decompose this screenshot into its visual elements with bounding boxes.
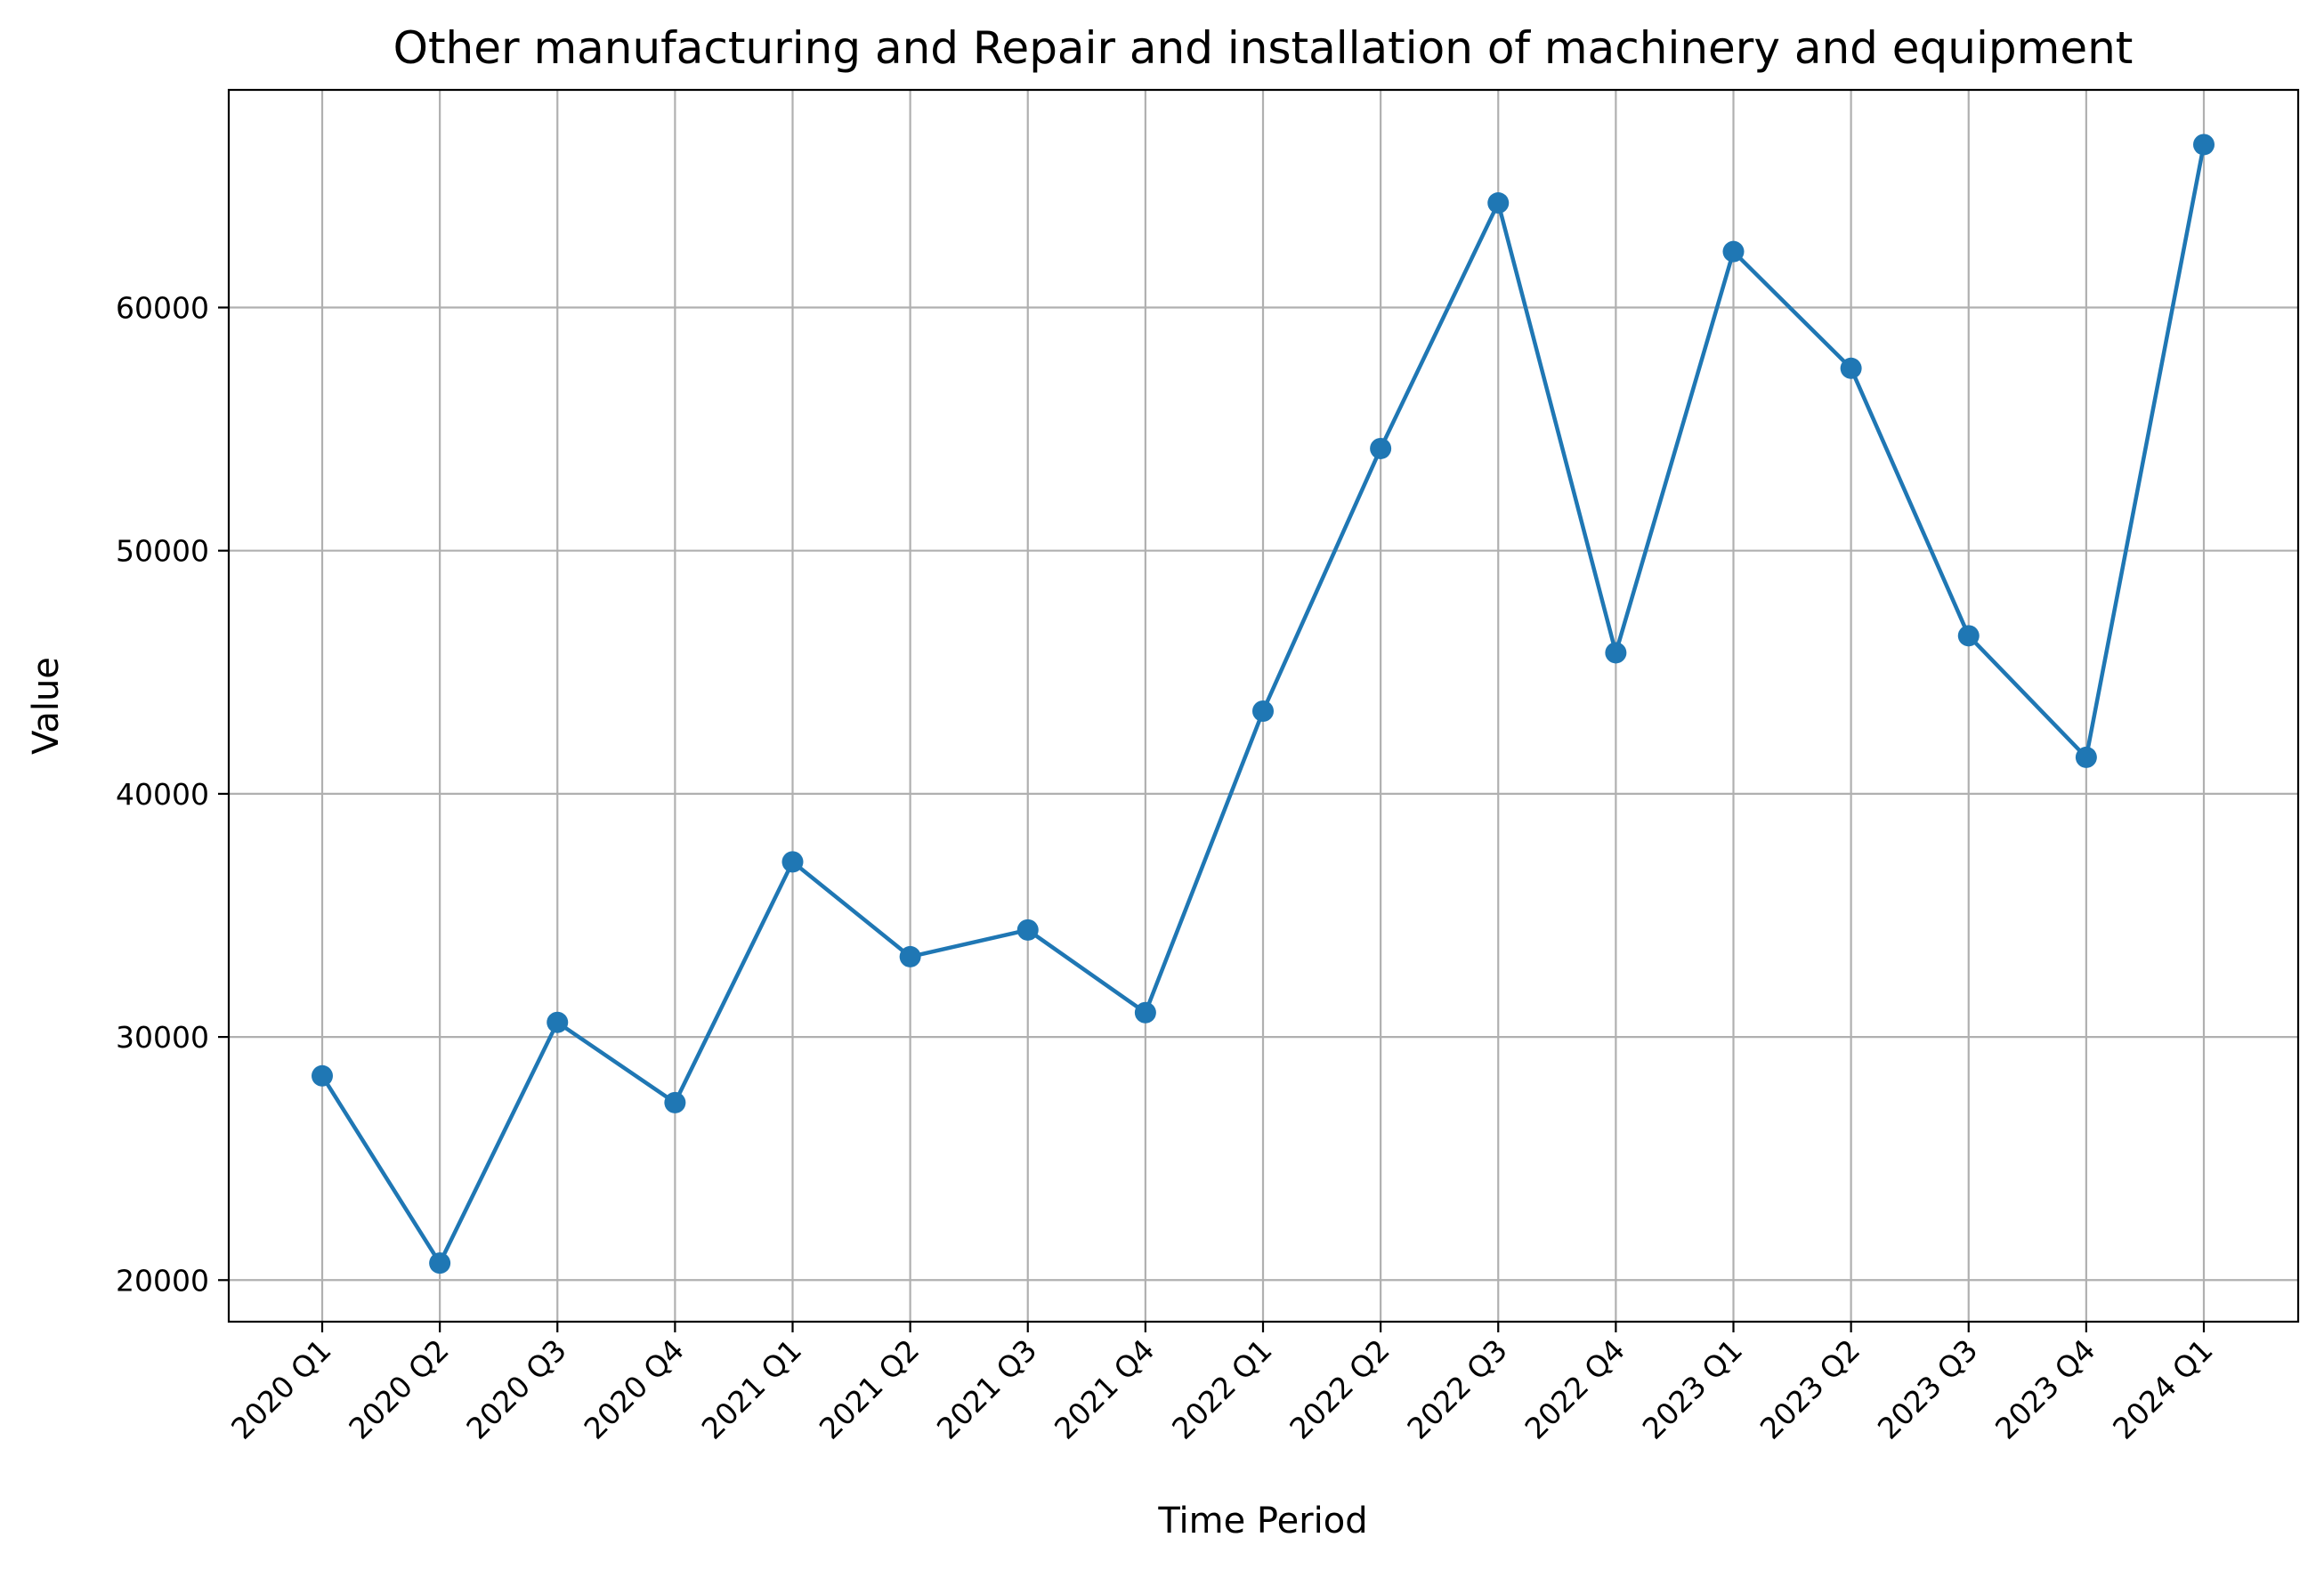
x-tick-label: 2022 Q3 bbox=[1400, 1332, 1514, 1446]
chart-title: Other manufacturing and Repair and insta… bbox=[393, 22, 2134, 74]
data-point bbox=[1957, 625, 1980, 647]
x-tick-label: 2022 Q4 bbox=[1518, 1332, 1632, 1446]
data-point bbox=[547, 1011, 569, 1033]
data-point bbox=[1722, 240, 1745, 263]
y-tick-label: 40000 bbox=[116, 777, 209, 812]
x-tick-label: 2021 Q1 bbox=[695, 1332, 809, 1446]
data-point bbox=[1487, 192, 1510, 214]
data-point bbox=[664, 1091, 686, 1113]
data-point bbox=[1016, 919, 1039, 941]
data-point bbox=[2193, 134, 2215, 156]
x-tick-label: 2022 Q2 bbox=[1283, 1332, 1397, 1446]
grid-layer bbox=[229, 90, 2298, 1322]
data-point bbox=[781, 851, 804, 873]
x-tick-label: 2021 Q3 bbox=[930, 1332, 1044, 1446]
data-point bbox=[312, 1064, 333, 1087]
data-point bbox=[1134, 1001, 1156, 1024]
y-tick-label: 50000 bbox=[116, 534, 209, 569]
data-point bbox=[899, 945, 921, 967]
y-tick-label: 20000 bbox=[116, 1263, 209, 1298]
x-axis-label: Time Period bbox=[1157, 1501, 1367, 1542]
tick-layer: 2020 Q1 2020 Q2 2020 Q3 2020 Q4 2021 Q1 2021 … bbox=[116, 291, 2220, 1446]
data-point bbox=[429, 1252, 451, 1275]
x-tick-label: 2020 Q2 bbox=[342, 1332, 456, 1446]
x-tick-label: 2023 Q3 bbox=[1871, 1332, 1985, 1446]
x-tick-label: 2024 Q1 bbox=[2106, 1332, 2220, 1446]
data-point bbox=[2075, 746, 2097, 768]
x-tick-label: 2021 Q2 bbox=[813, 1332, 927, 1446]
y-tick-label: 60000 bbox=[116, 291, 209, 326]
data-point bbox=[1370, 437, 1392, 459]
data-point bbox=[1605, 642, 1627, 664]
x-tick-label: 2020 Q3 bbox=[459, 1332, 573, 1446]
x-tick-label: 2022 Q1 bbox=[1165, 1332, 1279, 1446]
x-tick-label: 2023 Q1 bbox=[1636, 1332, 1750, 1446]
x-tick-label: 2020 Q1 bbox=[224, 1332, 338, 1446]
data-point bbox=[1252, 700, 1274, 723]
x-tick-label: 2021 Q4 bbox=[1048, 1332, 1162, 1446]
x-tick-label: 2023 Q2 bbox=[1753, 1332, 1867, 1446]
x-tick-label: 2020 Q4 bbox=[577, 1332, 691, 1446]
y-tick-label: 30000 bbox=[116, 1020, 209, 1055]
y-axis-label: Value bbox=[26, 657, 67, 755]
data-point bbox=[1840, 357, 1862, 379]
x-tick-label: 2023 Q4 bbox=[1988, 1332, 2102, 1446]
series-layer bbox=[312, 134, 2215, 1275]
